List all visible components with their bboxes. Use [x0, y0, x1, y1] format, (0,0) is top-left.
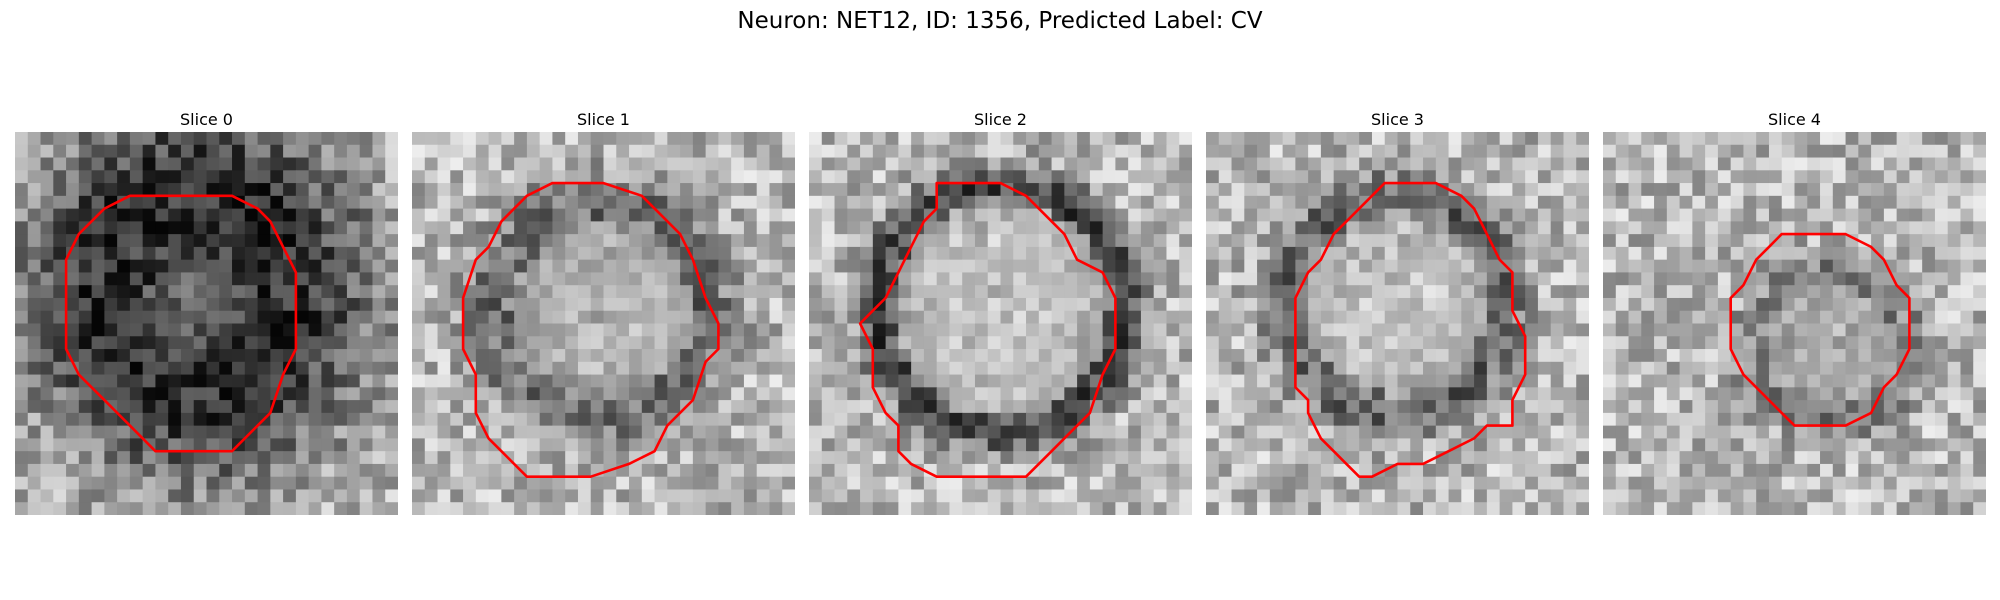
- figure-title: Neuron: NET12, ID: 1356, Predicted Label…: [0, 8, 2000, 34]
- slice-image-4: [1603, 132, 1986, 515]
- grayscale-pixels: [1603, 132, 1986, 515]
- slice-panel-1: Slice 1: [412, 108, 795, 515]
- slice-panel-4: Slice 4: [1603, 108, 1986, 515]
- slice-panel-3: Slice 3: [1206, 108, 1589, 515]
- grayscale-pixels: [809, 132, 1192, 515]
- slice-title-1: Slice 1: [412, 108, 795, 132]
- slice-title-0: Slice 0: [15, 108, 398, 132]
- slice-image-0: [15, 132, 398, 515]
- slice-panel-2: Slice 2: [809, 108, 1192, 515]
- slice-image-1: [412, 132, 795, 515]
- grayscale-pixels: [412, 132, 795, 515]
- slice-image-2: [809, 132, 1192, 515]
- grayscale-pixels: [15, 132, 398, 515]
- slice-title-4: Slice 4: [1603, 108, 1986, 132]
- slice-title-3: Slice 3: [1206, 108, 1589, 132]
- slice-title-2: Slice 2: [809, 108, 1192, 132]
- slice-image-3: [1206, 132, 1589, 515]
- slice-panel-0: Slice 0: [15, 108, 398, 515]
- grayscale-pixels: [1206, 132, 1589, 515]
